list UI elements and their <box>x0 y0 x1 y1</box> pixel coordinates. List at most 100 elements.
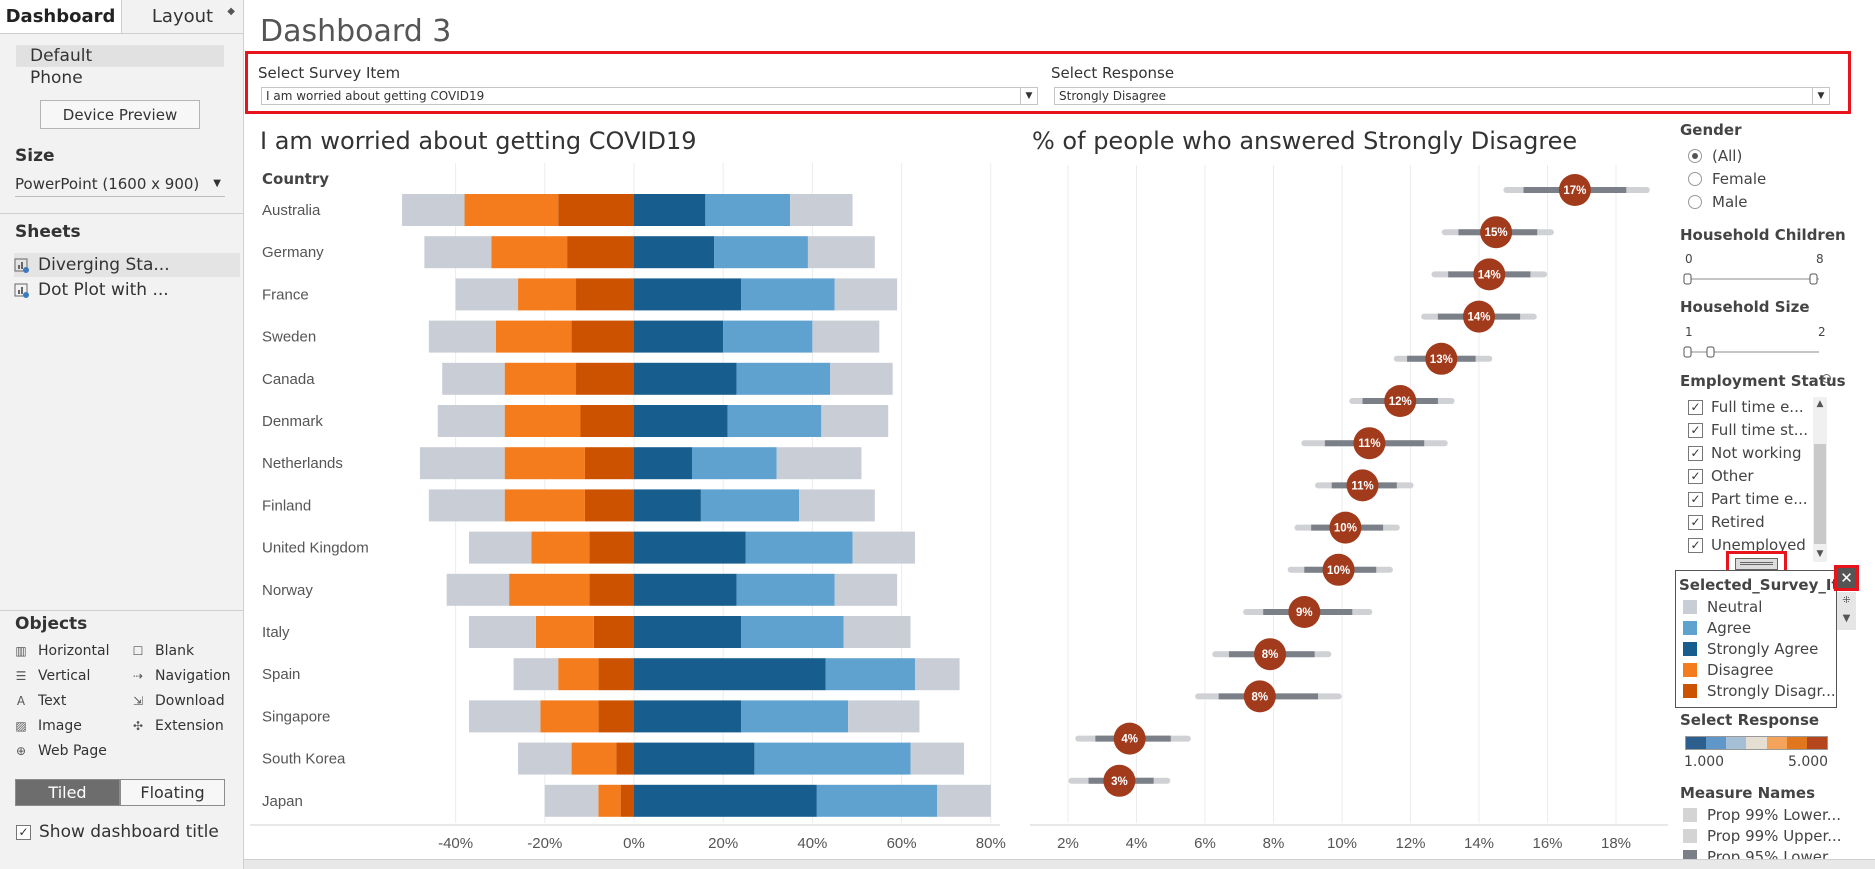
legend-label: Agree <box>1707 619 1752 637</box>
gender-option-male[interactable]: Male <box>1688 193 1748 211</box>
bar-neutral-left <box>442 362 505 395</box>
layout-phone[interactable]: Phone <box>30 68 83 88</box>
legend-item[interactable]: Strongly Disagr... <box>1683 682 1836 700</box>
employment-scrollbar[interactable]: ▲ ▼ <box>1813 397 1827 562</box>
object-extension[interactable]: ✣ Extension <box>132 718 224 734</box>
object-image[interactable]: ▨ Image <box>15 718 82 734</box>
divider <box>0 610 244 611</box>
move-icon[interactable]: ⁜ <box>1842 595 1851 606</box>
employment-option[interactable]: ✓ Unemployed <box>1688 536 1806 554</box>
layout-default[interactable]: Default <box>16 45 224 67</box>
response-select[interactable]: Strongly Disagree ▼ <box>1054 87 1830 105</box>
swatch <box>1683 808 1697 822</box>
hh-size-slider[interactable] <box>1683 343 1823 361</box>
employment-option[interactable]: ✓ Full time st... <box>1688 421 1808 439</box>
bar-agree <box>741 700 849 733</box>
object-download[interactable]: ⇲ Download <box>132 693 225 709</box>
bar-disagree <box>571 742 617 775</box>
x-tick-label: 20% <box>708 835 738 852</box>
object-blank[interactable]: ☐ Blank <box>132 643 194 659</box>
bar-agree <box>727 405 822 437</box>
bar-agree <box>745 531 853 564</box>
tab-layout[interactable]: Layout ◆ <box>121 0 243 33</box>
chevron-down-icon[interactable]: ▼ <box>1842 613 1851 624</box>
employment-option[interactable]: ✓ Full time e... <box>1688 398 1804 416</box>
check-icon: ✓ <box>1688 468 1703 484</box>
country-label: Japan <box>262 793 303 810</box>
grip-icon[interactable] <box>1735 558 1778 570</box>
object-webpage[interactable]: ⊕ Web Page <box>15 743 107 759</box>
bar-strongly-disagree <box>571 320 634 353</box>
legend-item[interactable]: Agree <box>1683 619 1751 637</box>
gender-option-label: Male <box>1712 193 1748 211</box>
gender-option-female[interactable]: Female <box>1688 170 1766 188</box>
bar-neutral-left <box>518 742 572 775</box>
bar-strongly-disagree <box>589 531 634 564</box>
size-value: PowerPoint (1600 x 900) <box>15 175 200 193</box>
object-label: Web Page <box>38 743 107 759</box>
measure-item[interactable]: Prop 99% Upper... <box>1683 827 1842 845</box>
object-vertical[interactable]: ☰ Vertical <box>15 668 91 684</box>
check-icon: ✓ <box>1688 445 1703 461</box>
children-slider[interactable] <box>1683 270 1823 288</box>
radio-icon <box>1688 172 1702 186</box>
object-tools[interactable]: ⁜ ▼ <box>1837 592 1856 630</box>
bar-strongly-disagree <box>589 573 634 606</box>
chevron-up-icon[interactable]: ▲ <box>1816 399 1824 409</box>
tiled-button[interactable]: Tiled <box>15 779 120 806</box>
scrollbar-thumb[interactable] <box>1814 444 1826 544</box>
employment-option[interactable]: ✓ Retired <box>1688 513 1765 531</box>
bar-neutral-right <box>776 447 862 480</box>
bar-disagree <box>504 489 585 522</box>
employment-option[interactable]: ✓ Part time e... <box>1688 490 1808 508</box>
sheet-item-diverging[interactable]: Diverging Sta... <box>14 253 240 277</box>
legend-item[interactable]: Neutral <box>1683 598 1762 616</box>
object-horizontal[interactable]: ▥ Horizontal <box>15 643 109 659</box>
bar-agree <box>705 194 791 226</box>
country-label: Germany <box>262 244 324 261</box>
gender-option-all[interactable]: (All) <box>1688 147 1742 165</box>
data-point <box>1288 596 1321 628</box>
check-icon: ✓ <box>1688 537 1703 553</box>
object-navigation[interactable]: ⇢ Navigation <box>132 668 231 684</box>
x-tick-label: 16% <box>1532 835 1562 852</box>
legend-item[interactable]: Disagree <box>1683 661 1774 679</box>
country-header: Country <box>262 170 330 188</box>
extension-icon: ✣ <box>132 719 144 733</box>
bottom-scrollbar[interactable] <box>244 859 1875 869</box>
sheet-item-dotplot[interactable]: Dot Plot with ... <box>14 278 240 302</box>
x-tick-label: 0% <box>623 835 645 852</box>
bar-neutral-left <box>424 236 492 269</box>
download-icon: ⇲ <box>132 694 144 708</box>
bar-neutral-left <box>428 320 496 353</box>
tab-dashboard[interactable]: Dashboard <box>0 0 121 33</box>
show-title-checkbox[interactable]: ✓ Show dashboard title <box>16 822 219 842</box>
dropdown-circle-icon[interactable] <box>1822 374 1831 383</box>
data-point <box>1473 258 1506 291</box>
legend-label: Strongly Agree <box>1707 640 1819 658</box>
object-text[interactable]: A Text <box>15 693 66 709</box>
floating-button[interactable]: Floating <box>120 779 225 806</box>
bar-neutral-left <box>468 616 536 648</box>
radio-selected-icon <box>1688 149 1702 163</box>
data-label: 10% <box>1327 565 1350 577</box>
chevron-down-icon[interactable]: ▼ <box>1816 549 1824 559</box>
color-legend <box>1675 570 1837 708</box>
bar-neutral-right <box>910 742 965 775</box>
bar-agree <box>723 320 813 353</box>
employment-option[interactable]: ✓ Not working <box>1688 444 1802 462</box>
x-tick-label: 2% <box>1057 835 1079 852</box>
size-select[interactable]: PowerPoint (1600 x 900) ▼ <box>15 173 225 197</box>
close-icon[interactable]: ✕ <box>1834 565 1859 591</box>
x-tick-label: 10% <box>1327 835 1357 852</box>
survey-item-select[interactable]: I am worried about getting COVID19 ▼ <box>261 87 1038 105</box>
children-title: Household Children <box>1680 226 1846 244</box>
measure-item[interactable]: Prop 99% Lower... <box>1683 806 1841 824</box>
legend-item[interactable]: Strongly Agree <box>1683 640 1818 658</box>
x-tick-label: 14% <box>1464 835 1494 852</box>
device-preview-button[interactable]: Device Preview <box>40 100 200 129</box>
x-tick-label: -40% <box>438 835 473 852</box>
employment-option[interactable]: ✓ Other <box>1688 467 1754 485</box>
navigation-icon: ⇢ <box>132 669 144 683</box>
chevron-down-icon: ▼ <box>213 178 221 189</box>
